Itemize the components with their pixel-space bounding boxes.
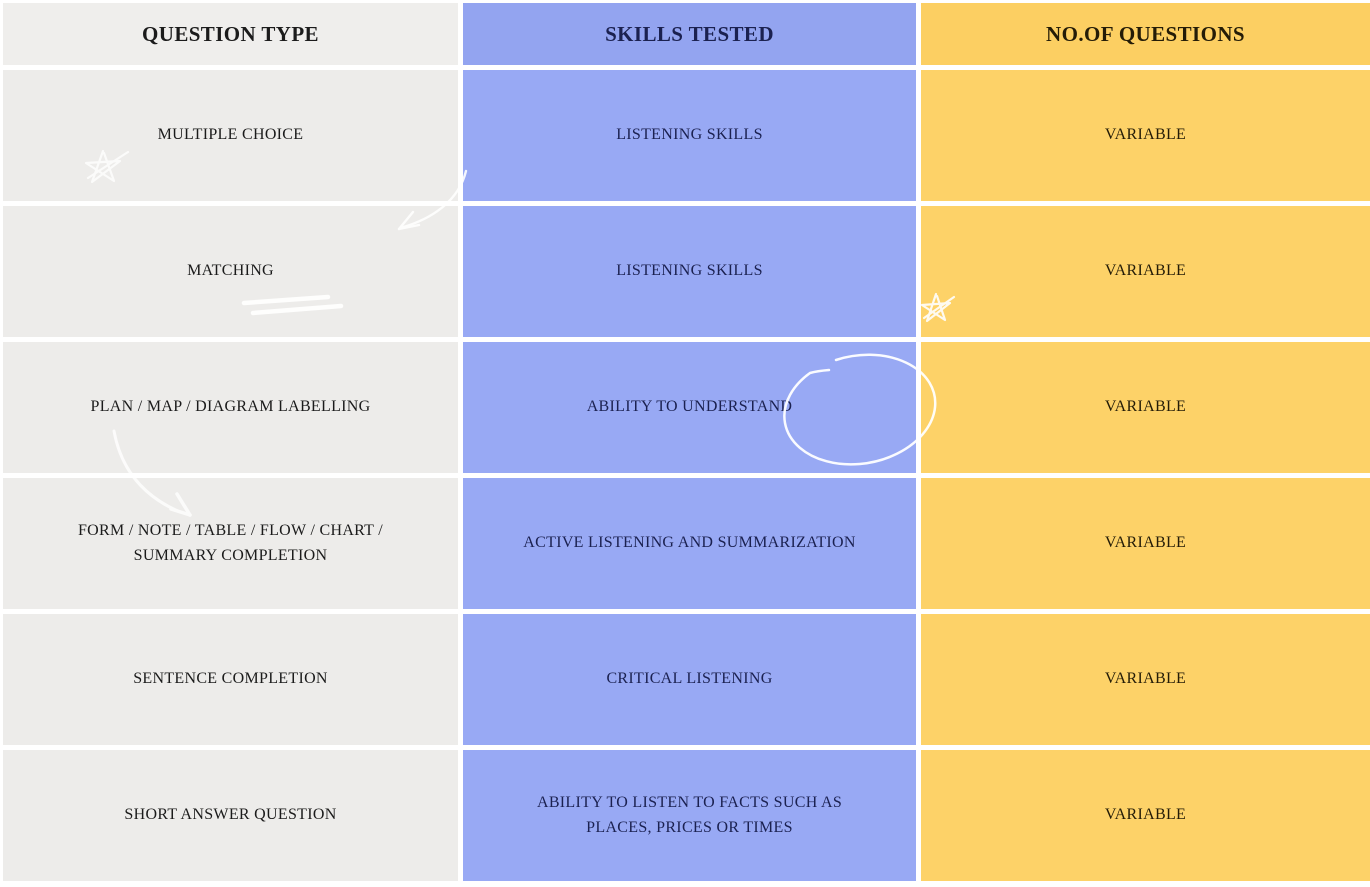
- cell-skills-tested: ABILITY TO UNDERSTAND: [463, 342, 916, 473]
- cell-text: LISTENING SKILLS: [616, 126, 763, 144]
- cell-question-type: MATCHING: [3, 206, 458, 337]
- cell-text: ACTIVE LISTENING AND SUMMARIZATION: [523, 534, 856, 552]
- cell-text: LISTENING SKILLS: [616, 262, 763, 280]
- cell-text: VARIABLE: [1104, 534, 1187, 552]
- cell-text: VARIABLE: [1104, 398, 1187, 416]
- question-types-table: QUESTION TYPE SKILLS TESTED NO.OF QUESTI…: [3, 3, 1370, 881]
- header-skills-tested: SKILLS TESTED: [463, 3, 916, 65]
- header-question-type-label: QUESTION TYPE: [142, 21, 319, 46]
- cell-skills-tested: ACTIVE LISTENING AND SUMMARIZATION: [463, 478, 916, 609]
- header-num-questions: NO.OF QUESTIONS: [921, 3, 1370, 65]
- cell-text: CRITICAL LISTENING: [606, 670, 773, 688]
- cell-skills-tested: ABILITY TO LISTEN TO FACTS SUCH AS PLACE…: [463, 750, 916, 881]
- cell-text: SENTENCE COMPLETION: [133, 670, 328, 688]
- cell-text: VARIABLE: [1104, 126, 1187, 144]
- cell-question-type: FORM / NOTE / TABLE / FLOW / CHART / SUM…: [3, 478, 458, 609]
- cell-num-questions: VARIABLE: [921, 614, 1370, 745]
- cell-text: ABILITY TO UNDERSTAND: [586, 398, 793, 416]
- cell-num-questions: VARIABLE: [921, 342, 1370, 473]
- cell-question-type: MULTIPLE CHOICE: [3, 70, 458, 201]
- header-question-type: QUESTION TYPE: [3, 3, 458, 65]
- cell-num-questions: VARIABLE: [921, 206, 1370, 337]
- cell-num-questions: VARIABLE: [921, 478, 1370, 609]
- cell-num-questions: VARIABLE: [921, 750, 1370, 881]
- cell-text: VARIABLE: [1104, 806, 1187, 824]
- cell-question-type: PLAN / MAP / DIAGRAM LABELLING: [3, 342, 458, 473]
- cell-text: FORM / NOTE / TABLE / FLOW / CHART / SUM…: [77, 521, 384, 564]
- cell-text: MATCHING: [187, 262, 274, 280]
- header-num-questions-label: NO.OF QUESTIONS: [1046, 21, 1245, 46]
- cell-text: SHORT ANSWER QUESTION: [124, 806, 337, 824]
- cell-text: ABILITY TO LISTEN TO FACTS SUCH AS PLACE…: [536, 793, 843, 836]
- cell-skills-tested: LISTENING SKILLS: [463, 206, 916, 337]
- cell-text: VARIABLE: [1104, 670, 1187, 688]
- cell-text: MULTIPLE CHOICE: [157, 126, 304, 144]
- cell-text: PLAN / MAP / DIAGRAM LABELLING: [90, 398, 371, 416]
- cell-question-type: SHORT ANSWER QUESTION: [3, 750, 458, 881]
- cell-num-questions: VARIABLE: [921, 70, 1370, 201]
- cell-text: VARIABLE: [1104, 262, 1187, 280]
- cell-question-type: SENTENCE COMPLETION: [3, 614, 458, 745]
- header-skills-tested-label: SKILLS TESTED: [605, 21, 774, 46]
- cell-skills-tested: LISTENING SKILLS: [463, 70, 916, 201]
- cell-skills-tested: CRITICAL LISTENING: [463, 614, 916, 745]
